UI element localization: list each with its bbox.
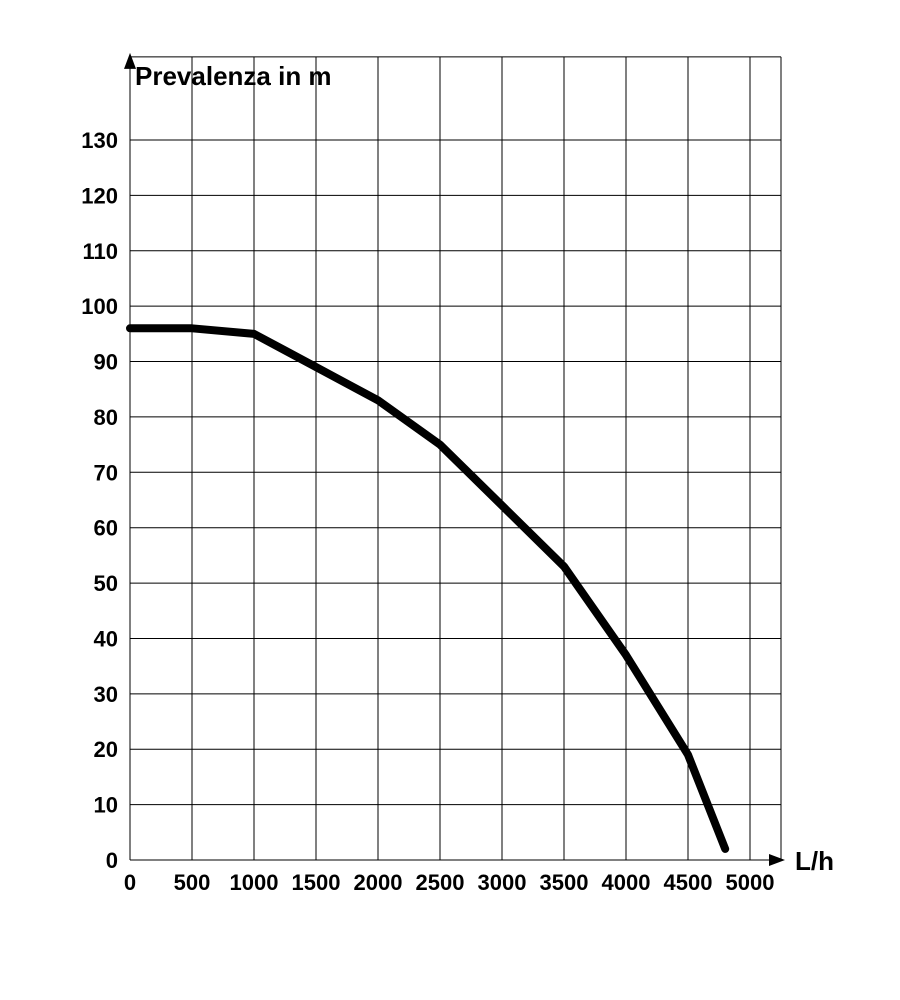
x-tick-label: 0 xyxy=(124,870,136,895)
x-tick-label: 3000 xyxy=(478,870,527,895)
x-tick-label: 5000 xyxy=(726,870,775,895)
y-tick-label: 130 xyxy=(81,128,118,153)
y-tick-label: 100 xyxy=(81,294,118,319)
x-tick-label: 4000 xyxy=(602,870,651,895)
y-tick-label: 10 xyxy=(94,793,118,818)
y-tick-label: 80 xyxy=(94,405,118,430)
chart-svg: 0 10 20 30 40 50 60 70 80 90 100 110 120 130 0 500 1000 1… xyxy=(0,0,900,1000)
y-tick-label: 20 xyxy=(94,737,118,762)
y-tick-label: 30 xyxy=(94,682,118,707)
x-tick-label: 2000 xyxy=(354,870,403,895)
y-tick-label: 50 xyxy=(94,571,118,596)
y-tick-label: 90 xyxy=(94,350,118,375)
x-tick-label: 1000 xyxy=(230,870,279,895)
x-tick-label: 3500 xyxy=(540,870,589,895)
y-tick-label: 40 xyxy=(94,626,118,651)
x-tick-label: 2500 xyxy=(416,870,465,895)
y-tick-label: 110 xyxy=(83,239,119,264)
x-axis-title: L/h xyxy=(795,846,834,876)
chart-background xyxy=(0,0,900,1000)
y-axis-title: Prevalenza in m xyxy=(135,61,332,91)
y-tick-label: 0 xyxy=(106,848,118,873)
x-tick-label: 4500 xyxy=(664,870,713,895)
pump-curve-chart: 0 10 20 30 40 50 60 70 80 90 100 110 120 130 0 500 1000 1… xyxy=(0,0,900,1000)
y-tick-label: 60 xyxy=(94,516,118,541)
y-tick-label: 70 xyxy=(94,460,118,485)
x-tick-label: 500 xyxy=(174,870,211,895)
y-tick-label: 120 xyxy=(81,183,118,208)
x-tick-label: 1500 xyxy=(292,870,341,895)
